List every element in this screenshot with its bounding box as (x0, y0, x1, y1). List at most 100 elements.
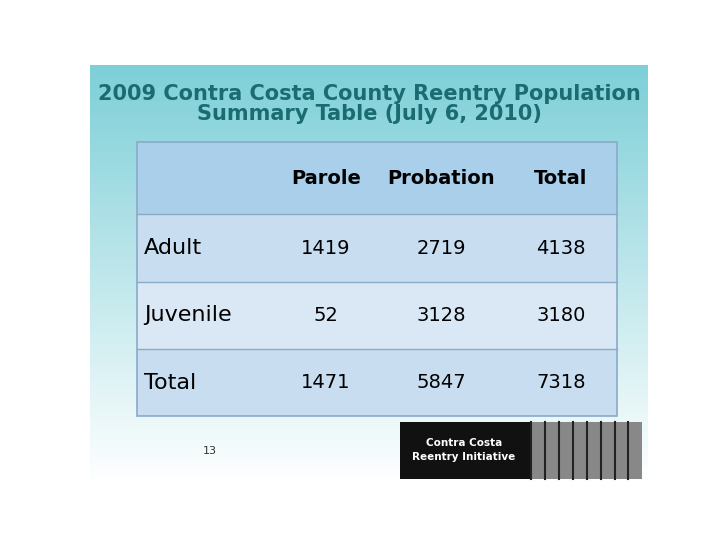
Bar (90, 372, 648, 377)
Bar (90, 377, 648, 382)
Bar (90, 184, 648, 190)
Bar (90, 304, 648, 309)
Bar (90, 366, 648, 372)
Bar (90, 325, 648, 330)
Bar (90, 205, 648, 210)
Bar (138, 141, 617, 214)
Bar (90, 195, 648, 200)
Bar (90, 455, 648, 460)
Bar (90, 460, 648, 465)
Bar (90, 158, 648, 164)
Bar (90, 200, 648, 205)
Bar (90, 190, 648, 195)
Bar (90, 361, 648, 366)
Bar (90, 335, 648, 340)
Bar (90, 273, 648, 278)
Bar (90, 247, 648, 252)
Bar (90, 423, 648, 429)
Bar (90, 346, 648, 350)
Bar (90, 408, 648, 413)
Text: Total: Total (144, 373, 197, 393)
Bar (90, 221, 648, 226)
Bar (90, 231, 648, 237)
Bar (90, 475, 648, 481)
Bar (90, 179, 648, 184)
Bar (90, 465, 648, 470)
Text: 1419: 1419 (301, 239, 351, 258)
Text: 52: 52 (313, 306, 338, 325)
Text: 13: 13 (203, 446, 217, 456)
Bar (90, 267, 648, 273)
Bar (90, 314, 648, 320)
Bar (90, 294, 648, 299)
Bar (531, 422, 642, 478)
Bar (90, 127, 648, 132)
Bar (90, 449, 648, 455)
Text: 2719: 2719 (416, 239, 466, 258)
Bar (90, 174, 648, 179)
Bar (90, 143, 648, 148)
Bar (90, 85, 648, 91)
Bar (90, 350, 648, 356)
Bar (90, 413, 648, 418)
Bar (90, 211, 648, 215)
Bar (90, 168, 648, 174)
Bar (90, 330, 648, 335)
Bar (138, 214, 617, 282)
Bar (90, 237, 648, 241)
Text: 1471: 1471 (301, 373, 351, 392)
Bar (90, 429, 648, 434)
Bar (90, 106, 648, 112)
Text: 5847: 5847 (416, 373, 466, 392)
Bar (90, 122, 648, 127)
Bar (90, 470, 648, 475)
Bar (90, 65, 648, 70)
Bar (90, 283, 648, 288)
Text: 3180: 3180 (536, 306, 585, 325)
Bar (90, 91, 648, 96)
Text: 4138: 4138 (536, 239, 585, 258)
Bar (400, 422, 642, 478)
Bar (90, 138, 648, 143)
Bar (90, 80, 648, 85)
Bar (90, 148, 648, 153)
Bar (90, 439, 648, 444)
Text: Summary Table (July 6, 2010): Summary Table (July 6, 2010) (197, 104, 541, 124)
Bar (90, 320, 648, 325)
Bar (90, 101, 648, 106)
Bar (90, 132, 648, 138)
Bar (90, 278, 648, 283)
Bar (90, 215, 648, 221)
Bar (90, 387, 648, 392)
Bar (90, 226, 648, 231)
Bar (90, 397, 648, 403)
Bar (90, 96, 648, 101)
Bar (90, 382, 648, 387)
Bar (90, 252, 648, 257)
Bar (90, 356, 648, 361)
Bar (90, 403, 648, 408)
Bar (138, 349, 617, 416)
Bar (90, 70, 648, 75)
Text: Adult: Adult (144, 238, 202, 258)
Bar (90, 164, 648, 168)
Bar (90, 257, 648, 262)
Text: Contra Costa
Reentry Initiative: Contra Costa Reentry Initiative (413, 438, 516, 462)
Bar (90, 392, 648, 397)
Text: 7318: 7318 (536, 373, 585, 392)
Bar (90, 153, 648, 158)
Bar (90, 299, 648, 304)
Text: Juvenile: Juvenile (144, 305, 232, 325)
Text: Probation: Probation (387, 168, 495, 187)
Text: Parole: Parole (291, 168, 361, 187)
Bar (90, 418, 648, 423)
Bar (138, 141, 617, 416)
Bar (90, 112, 648, 117)
Bar (90, 288, 648, 294)
Bar (90, 340, 648, 346)
Bar (90, 241, 648, 247)
Bar (90, 434, 648, 439)
Bar (138, 282, 617, 349)
Bar (90, 444, 648, 449)
Bar (90, 262, 648, 267)
